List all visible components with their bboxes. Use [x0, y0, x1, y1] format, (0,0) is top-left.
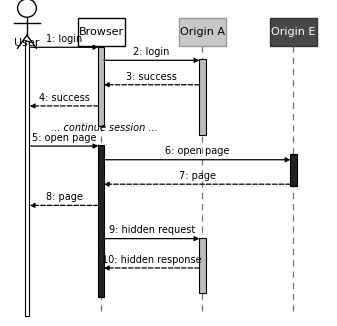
Bar	[199, 238, 206, 293]
Bar	[78, 18, 125, 46]
Text: 7: page: 7: page	[179, 171, 216, 181]
Bar	[25, 41, 29, 316]
Bar	[199, 59, 206, 135]
Text: Origin A: Origin A	[180, 27, 225, 37]
Text: 1: login: 1: login	[46, 34, 82, 44]
Text: 5: open page: 5: open page	[32, 133, 96, 143]
Text: 2: login: 2: login	[133, 47, 170, 57]
Circle shape	[18, 0, 36, 17]
Bar	[270, 18, 317, 46]
Bar	[98, 47, 104, 126]
Text: 9: hidden request: 9: hidden request	[109, 225, 195, 235]
Text: 8: page: 8: page	[45, 192, 83, 202]
Text: User: User	[14, 38, 40, 49]
Text: 6: open page: 6: open page	[165, 146, 229, 156]
Bar	[290, 154, 297, 186]
Text: 3: success: 3: success	[126, 71, 177, 82]
Text: Browser: Browser	[79, 27, 124, 37]
Bar	[98, 145, 104, 297]
Text: 10: hidden response: 10: hidden response	[102, 255, 202, 265]
Bar	[179, 18, 226, 46]
Text: 4: success: 4: success	[39, 93, 89, 103]
Text: Origin E: Origin E	[271, 27, 315, 37]
Text: ... continue session ...: ... continue session ...	[51, 123, 158, 133]
